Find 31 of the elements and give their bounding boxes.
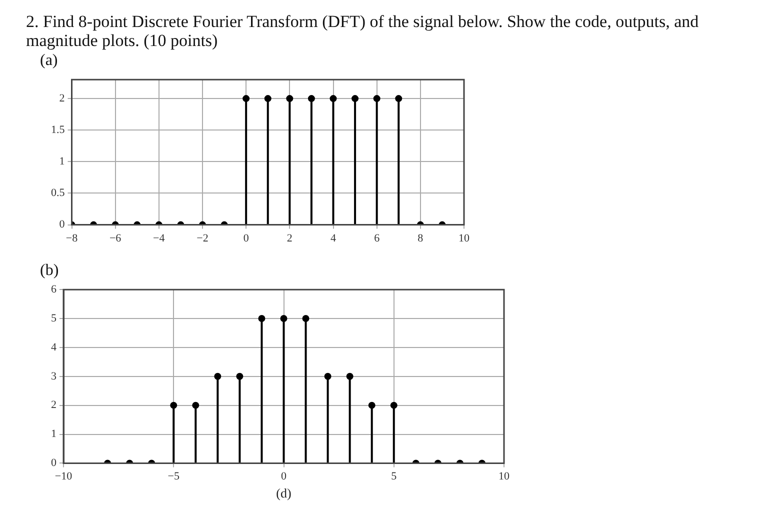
x-tick-label: 5 xyxy=(391,470,398,483)
chart-title: 2. Find 8-point Discrete Fourier Transform (DFT) of the signal below. Show the code, outputs, and magnitude plots. (10 points) xyxy=(26,12,700,50)
x-tick-label: −8 xyxy=(66,232,78,244)
x-axis-title: (d) xyxy=(276,486,292,501)
x-tick-label: −10 xyxy=(54,470,73,483)
y-tick-label: 0 xyxy=(51,457,57,470)
y-tick-label: 5 xyxy=(51,312,57,324)
x-tick-label: −4 xyxy=(153,232,166,244)
y-tick-label: 2 xyxy=(51,399,56,412)
y-tick-label: 4 xyxy=(51,341,57,354)
x-tick-label: −5 xyxy=(168,470,180,483)
x-tick-label: 8 xyxy=(418,232,424,244)
y-tick-label: 1.5 xyxy=(51,124,66,136)
x-tick-label: 4 xyxy=(330,232,336,244)
y-tick-label: 6 xyxy=(51,283,57,296)
chart-subtitle: (b) xyxy=(40,262,60,280)
chart-subtitle: (a) xyxy=(40,52,59,70)
x-tick-label: 10 xyxy=(458,232,470,244)
y-tick-label: 0 xyxy=(59,218,66,231)
x-tick-label: 6 xyxy=(374,232,380,244)
y-tick-label: 3 xyxy=(51,370,57,382)
x-tick-label: 0 xyxy=(281,470,287,483)
x-tick-label: −6 xyxy=(109,232,122,244)
y-tick-label: 1 xyxy=(59,156,65,168)
y-tick-label: 0.5 xyxy=(51,187,66,200)
y-tick-label: 1 xyxy=(51,428,56,440)
x-tick-label: 10 xyxy=(498,470,510,483)
x-tick-label: 0 xyxy=(243,232,250,244)
x-tick-label: 2 xyxy=(286,232,292,244)
x-tick-label: −2 xyxy=(196,232,208,244)
y-tick-label: 2 xyxy=(59,92,65,104)
